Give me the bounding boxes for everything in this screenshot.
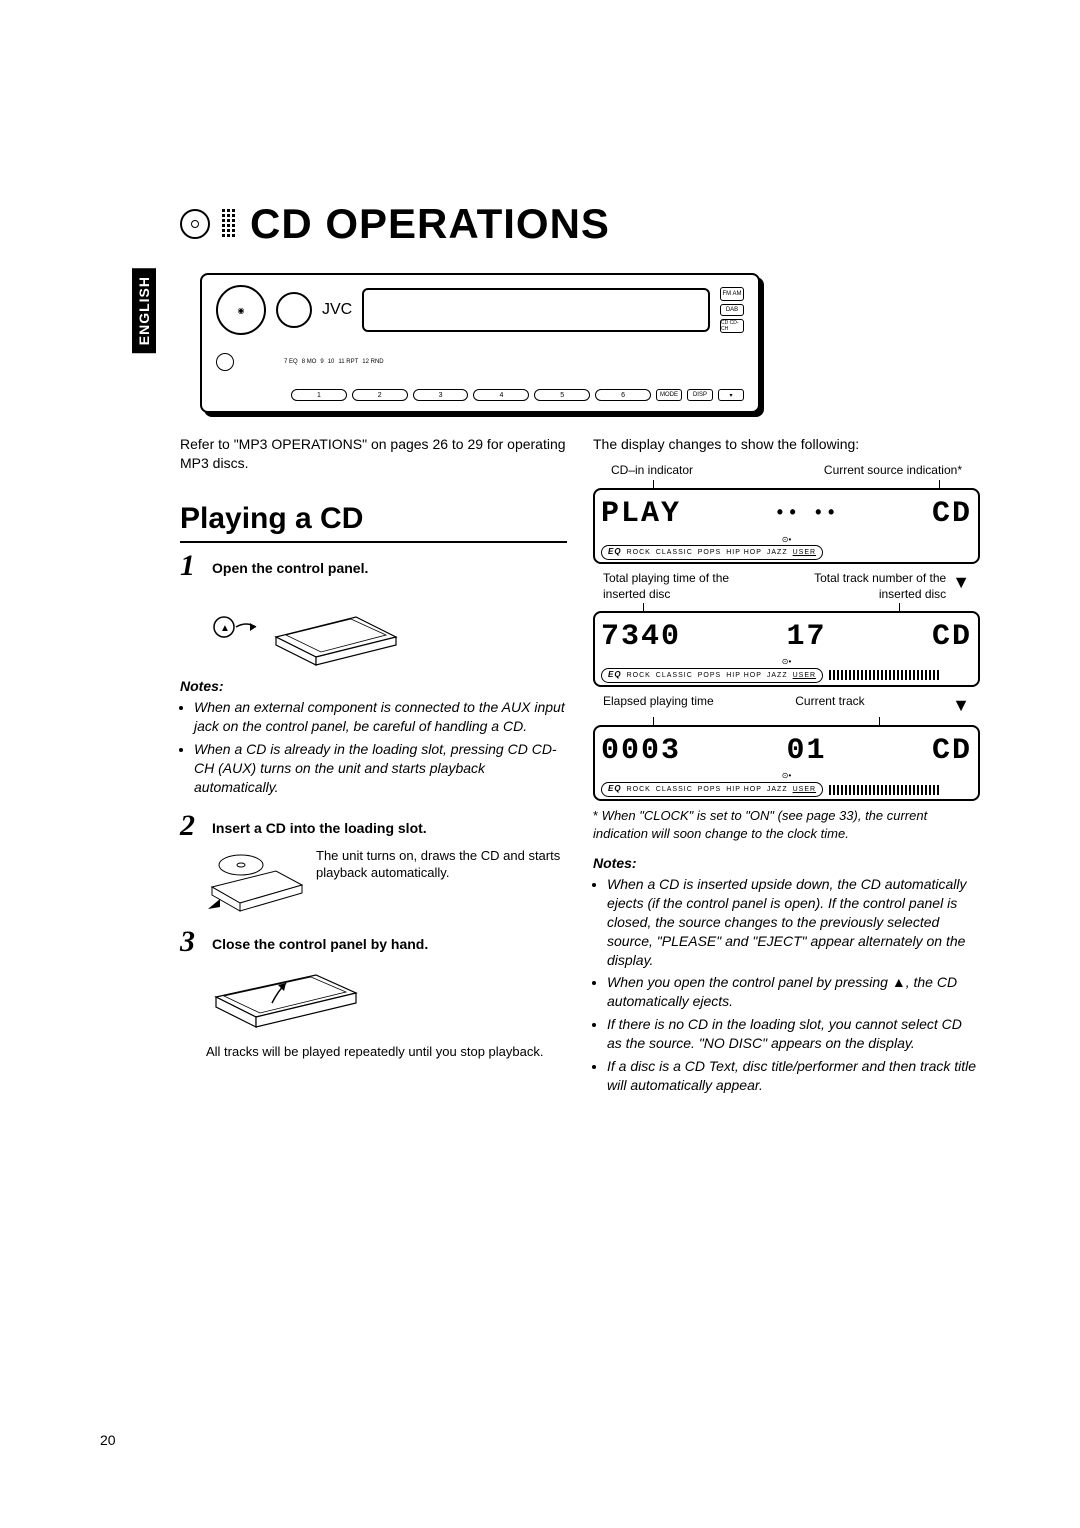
preset-2: 2 — [352, 389, 408, 401]
mode-button: MODE — [656, 389, 682, 401]
step-label: Close the control panel by hand. — [212, 927, 428, 954]
note-item: When you open the control panel by press… — [607, 973, 980, 1011]
preset-3: 3 — [413, 389, 469, 401]
preset-4: 4 — [473, 389, 529, 401]
svg-text:▲: ▲ — [220, 623, 230, 634]
dots-icon — [222, 209, 238, 239]
label-total-tracks: Total track number of the inserted disc — [775, 570, 947, 602]
eject-icon — [216, 353, 234, 371]
display-intro: The display changes to show the followin… — [593, 435, 980, 454]
insert-cd-illustration — [206, 847, 306, 917]
right-notes: When a CD is inserted upside down, the C… — [593, 875, 980, 1095]
label-cd-in: CD–in indicator — [611, 462, 693, 478]
disp-labels-2: Total playing time of the inserted disc … — [603, 570, 970, 602]
display-box-3: 0003 01 CD ⊙• EQ ROCKCLASSIC POPSHIP HOP… — [593, 725, 980, 801]
cd-cdch-button: CD CD-CH — [720, 319, 744, 333]
seg-total-tracks: 17 — [786, 617, 826, 658]
step-3: 3 Close the control panel by hand. — [180, 927, 567, 957]
dab-button: DAB — [720, 304, 744, 316]
close-panel-illustration — [206, 963, 366, 1033]
refer-text: Refer to "MP3 OPERATIONS" on pages 26 to… — [180, 435, 567, 473]
label-elapsed: Elapsed playing time — [603, 693, 714, 717]
left-column: Refer to "MP3 OPERATIONS" on pages 26 to… — [180, 435, 567, 1099]
arrow-down-icon: ▼ — [952, 693, 970, 717]
eq-bar: EQ ROCKCLASSIC POPSHIP HOP JAZZUSER — [601, 782, 823, 797]
aux-button: ▾ — [718, 389, 744, 401]
eq-bar: EQ ROCKCLASSIC POPSHIP HOP JAZZUSER — [601, 545, 823, 560]
note-item: When a CD is already in the loading slot… — [194, 740, 567, 797]
step-label: Open the control panel. — [212, 551, 368, 578]
eq-bar: EQ ROCKCLASSIC POPSHIP HOP JAZZUSER — [601, 668, 823, 683]
fm-am-button: FM AM — [720, 287, 744, 301]
step-label: Insert a CD into the loading slot. — [212, 811, 427, 838]
title-row: CD OPERATIONS — [180, 200, 980, 248]
level-bars-icon — [829, 785, 939, 795]
section-title: Playing a CD — [180, 499, 567, 544]
preset-5: 5 — [534, 389, 590, 401]
disp-labels-1: CD–in indicator Current source indicatio… — [611, 462, 962, 478]
level-bars-icon — [829, 670, 939, 680]
note-item: If there is no CD in the loading slot, y… — [607, 1015, 980, 1053]
left-knob-icon: ◉ — [216, 285, 266, 335]
note-item: When an external component is connected … — [194, 698, 567, 736]
note-item: When a CD is inserted upside down, the C… — [607, 875, 980, 969]
disp-labels-3: Elapsed playing time Current track ▼ — [603, 693, 970, 717]
seg-total-time: 7340 — [601, 617, 681, 658]
step-2: 2 Insert a CD into the loading slot. — [180, 811, 567, 841]
seg-cd: CD — [932, 731, 972, 772]
language-tab: ENGLISH — [132, 268, 156, 353]
display-box-2: 7340 17 CD ⊙• EQ ROCKCLASSIC POPSHIP HOP… — [593, 611, 980, 687]
label-source: Current source indication* — [824, 462, 962, 478]
seg-cd: CD — [932, 494, 972, 535]
right-column: The display changes to show the followin… — [593, 435, 980, 1099]
step2-desc: The unit turns on, draws the CD and star… — [316, 847, 567, 917]
seg-elapsed: 0003 — [601, 731, 681, 772]
open-panel-illustration: ▲ — [206, 587, 406, 667]
preset-1: 1 — [291, 389, 347, 401]
note-item: If a disc is a CD Text, disc title/perfo… — [607, 1057, 980, 1095]
label-current-track: Current track — [795, 693, 864, 717]
notes-title: Notes: — [593, 854, 980, 873]
brand-label: JVC — [322, 301, 352, 319]
step1-notes: When an external component is connected … — [180, 698, 567, 796]
arrow-down-icon: ▼ — [952, 570, 970, 602]
seg-track: 01 — [786, 731, 826, 772]
radio-diagram: ◉ JVC FM AM DAB CD CD-CH 7 EQ8 MO 910 11… — [200, 273, 760, 413]
preset-6: 6 — [595, 389, 651, 401]
footnote: * When "CLOCK" is set to "ON" (see page … — [593, 807, 980, 842]
label-total-time: Total playing time of the inserted disc — [603, 570, 775, 602]
step-number: 1 — [180, 551, 202, 581]
cd-icon — [180, 209, 210, 239]
seg-play: PLAY — [601, 494, 681, 535]
page-title: CD OPERATIONS — [250, 200, 610, 248]
after-text: All tracks will be played repeatedly unt… — [206, 1043, 567, 1061]
disp-button: DISP — [687, 389, 713, 401]
notes-title: Notes: — [180, 677, 567, 696]
lcd-panel — [362, 288, 710, 332]
step-number: 2 — [180, 811, 202, 841]
tune-knob-icon — [276, 292, 312, 328]
step-1: 1 Open the control panel. — [180, 551, 567, 581]
step-number: 3 — [180, 927, 202, 957]
page-number: 20 — [100, 1432, 116, 1448]
display-box-1: PLAY •• •• CD ⊙• EQ ROCKCLASSIC POPSHIP … — [593, 488, 980, 564]
seg-cd: CD — [932, 617, 972, 658]
